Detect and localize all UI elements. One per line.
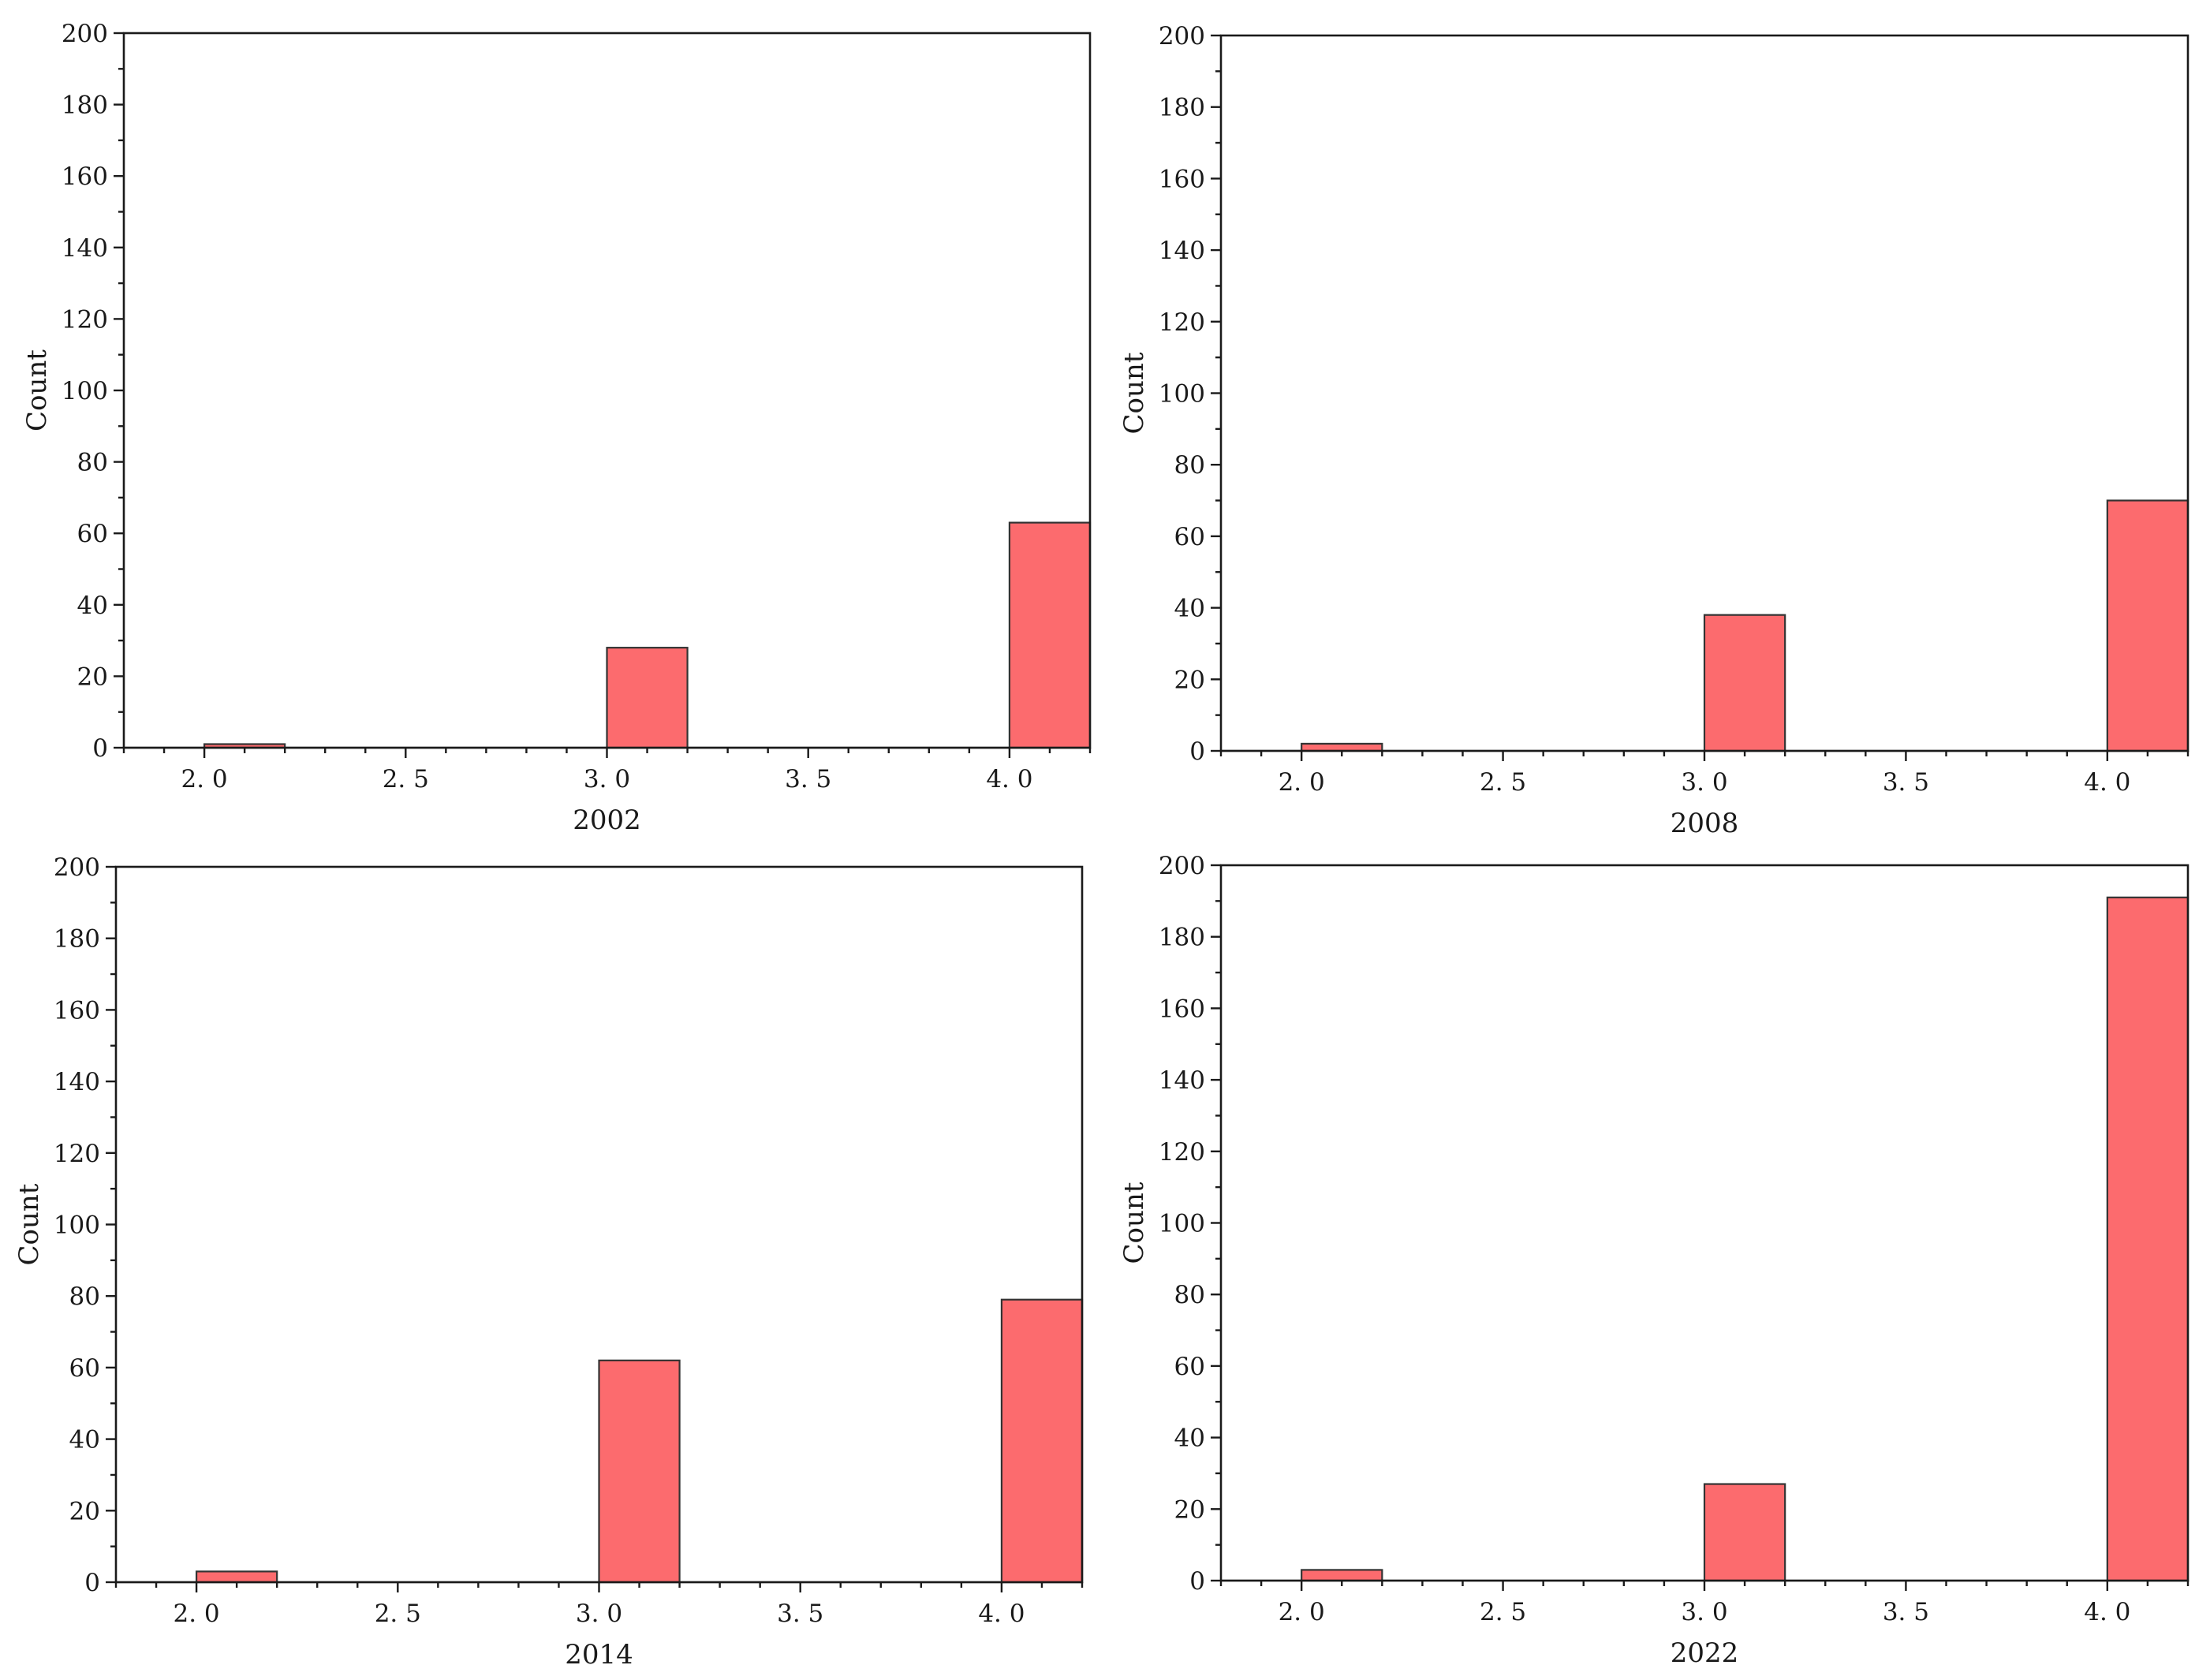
x-tick-label: 3. 0 [584,765,630,793]
x-tick-label: 3. 0 [1681,1598,1727,1626]
x-tick-label: 4. 0 [2084,768,2130,797]
y-tick-label: 200 [1159,22,1205,50]
bar-3 [598,1359,681,1584]
x-axis-title: 2022 [1671,1637,1739,1669]
y-tick-label: 60 [1174,1353,1205,1381]
bar-3 [606,647,689,749]
y-tick-label: 120 [54,1140,100,1168]
y-tick-label: 20 [77,663,108,691]
bar-4 [2106,499,2189,752]
x-tick-label: 3. 0 [1681,768,1727,797]
y-tick-label: 40 [1174,595,1205,623]
y-tick-label: 100 [62,377,108,405]
y-tick-label: 20 [1174,1495,1205,1524]
y-axis-title: Count [1118,352,1150,434]
y-tick-label: 120 [62,305,108,334]
y-tick-label: 120 [1159,308,1205,337]
panel-2022: 0 20 40 60 80 100 120 140 160 180 200 2. 0 2. 5 3. 0 3… [1118,852,2189,1669]
plot-frame [122,32,1092,749]
x-tick-label: 2. 5 [1480,768,1526,797]
x-tick-label: 3. 5 [1883,768,1929,797]
y-tick-label: 40 [1174,1424,1205,1453]
x-tick-label: 4. 0 [986,765,1032,793]
plot-frame [1219,864,2189,1582]
y-tick-label: 80 [1174,451,1205,480]
panel-2014: 0 20 40 60 80 100 120 140 160 180 200 2. 0 2. 5 3. 0 3… [13,853,1084,1671]
bar-4 [2106,896,2189,1582]
y-tick-label: 140 [1159,237,1205,265]
x-axis-title: 2008 [1671,808,1739,839]
y-tick-label: 20 [69,1497,100,1525]
y-tick-label: 140 [62,234,108,263]
y-tick-label: 100 [1159,1210,1205,1238]
panel-2002: 0 20 40 60 80 100 120 140 160 180 200 2. 0 2. 5 3. 0 3… [21,20,1092,836]
bar-2 [1301,742,1383,752]
y-tick-label: 140 [1159,1066,1205,1095]
y-tick-label: 0 [84,1569,100,1597]
bar-4 [1008,521,1092,749]
y-tick-label: 80 [69,1282,100,1311]
bar-2 [195,1570,278,1584]
x-tick-label: 2. 0 [1279,768,1325,797]
y-tick-label: 180 [54,925,100,954]
x-tick-label: 4. 0 [2084,1598,2130,1626]
x-tick-label: 3. 0 [576,1600,622,1628]
x-axis-title: 2014 [565,1639,633,1671]
y-axis-title: Count [21,349,53,431]
y-axis-title: Count [13,1183,45,1265]
x-tick-label: 3. 5 [785,765,831,793]
y-tick-label: 160 [1159,165,1205,193]
y-tick-label: 0 [1189,737,1205,766]
y-tick-label: 80 [1174,1281,1205,1309]
y-tick-label: 0 [92,734,108,763]
x-tick-label: 2. 5 [375,1600,421,1628]
y-tick-label: 60 [77,520,108,548]
x-tick-label: 3. 5 [777,1600,823,1628]
x-tick-label: 2. 5 [1480,1598,1526,1626]
panel-2008: 0 20 40 60 80 100 120 140 160 180 200 2. 0 2. 5 3. 0 3… [1118,22,2189,839]
y-tick-label: 160 [62,162,108,191]
y-tick-label: 40 [69,1426,100,1454]
y-tick-label: 200 [1159,852,1205,880]
x-tick-label: 4. 0 [978,1600,1025,1628]
y-tick-label: 60 [69,1354,100,1383]
y-tick-label: 80 [77,449,108,477]
y-tick-label: 20 [1174,666,1205,694]
y-tick-label: 160 [1159,995,1205,1023]
y-tick-label: 200 [54,853,100,882]
bar-2 [1301,1569,1383,1582]
x-tick-label: 2. 0 [1279,1598,1325,1626]
y-tick-label: 100 [1159,380,1205,409]
x-tick-label: 2. 0 [174,1600,220,1628]
y-tick-label: 40 [77,592,108,620]
y-tick-label: 140 [54,1068,100,1096]
x-tick-label: 2. 5 [383,765,429,793]
y-tick-label: 60 [1174,523,1205,551]
y-tick-label: 180 [62,91,108,120]
bar-4 [1000,1298,1084,1584]
x-axis-title: 2002 [573,805,641,836]
y-tick-label: 180 [1159,94,1205,122]
x-tick-label: 3. 5 [1883,1598,1929,1626]
y-axis-title: Count [1118,1182,1150,1264]
bar-3 [1703,614,1786,752]
y-tick-label: 180 [1159,924,1205,952]
y-tick-label: 0 [1189,1567,1205,1596]
y-tick-label: 100 [54,1211,100,1240]
bar-3 [1703,1483,1786,1582]
y-tick-label: 120 [1159,1138,1205,1167]
x-tick-label: 2. 0 [181,765,228,793]
y-tick-label: 200 [62,20,108,48]
y-tick-label: 160 [54,996,100,1025]
